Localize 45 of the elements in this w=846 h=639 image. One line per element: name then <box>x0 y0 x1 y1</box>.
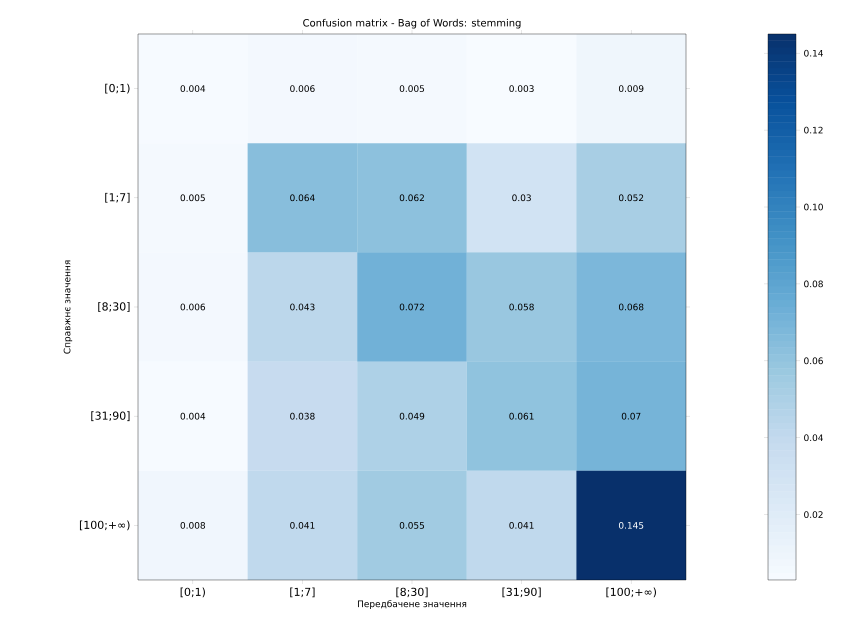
data-label: 0.061 <box>509 412 534 420</box>
x-axis-title: Передбачене значення <box>358 600 466 609</box>
data-label: 0.003 <box>509 85 534 92</box>
color-bar-label: 0.06 <box>804 357 823 364</box>
data-label: 0.004 <box>180 85 206 92</box>
color-bar-label: 0.12 <box>804 126 823 134</box>
data-label: 0.008 <box>180 522 206 529</box>
y-tick-label: [0;1) <box>105 84 130 94</box>
data-label: 0.145 <box>618 522 644 529</box>
data-label: 0.041 <box>290 522 314 529</box>
data-label: 0.07 <box>622 412 640 420</box>
data-label: 0.005 <box>400 85 424 92</box>
y-tick-label: [8;30] <box>98 302 130 312</box>
data-label: 0.009 <box>618 85 644 92</box>
color-bar-label: 0.14 <box>804 50 823 57</box>
data-label: 0.068 <box>618 304 644 310</box>
color-bar-label: 0.02 <box>804 511 823 518</box>
data-label: 0.043 <box>290 304 315 310</box>
data-label: 0.004 <box>180 412 206 420</box>
data-label: 0.041 <box>509 522 534 529</box>
x-tick-label: [0;1) <box>180 588 205 598</box>
data-label: 0.038 <box>290 412 315 420</box>
color-bar-label: 0.08 <box>804 280 823 288</box>
data-label: 0.062 <box>400 194 424 202</box>
x-tick-label: [1;7] <box>290 588 315 598</box>
y-tick-label: [100;+∞) <box>80 520 130 530</box>
color-bar-label: 0.10 <box>804 204 823 210</box>
data-label: 0.058 <box>509 304 534 310</box>
y-tick-label: [31;90] <box>91 411 130 422</box>
data-label: 0.005 <box>180 194 205 202</box>
data-label: 0.055 <box>400 522 424 529</box>
data-label: 0.072 <box>400 304 424 310</box>
data-label: 0.03 <box>512 194 531 202</box>
x-tick-label: [100;+∞) <box>606 588 656 598</box>
data-label: 0.064 <box>290 194 315 202</box>
color-bar-label: 0.04 <box>804 434 823 442</box>
y-tick-label: [1;7] <box>105 192 130 203</box>
x-tick-label: [31;90] <box>502 588 541 598</box>
data-label: 0.006 <box>180 304 206 310</box>
x-tick-label: [8;30] <box>396 588 428 598</box>
chart-title: Confusion matrix - Bag of Words: stemming <box>303 18 520 29</box>
data-label: 0.049 <box>400 412 424 420</box>
data-label: 0.052 <box>618 194 644 202</box>
data-label: 0.006 <box>290 85 315 92</box>
y-axis-title: Справжнє значення <box>64 260 72 354</box>
